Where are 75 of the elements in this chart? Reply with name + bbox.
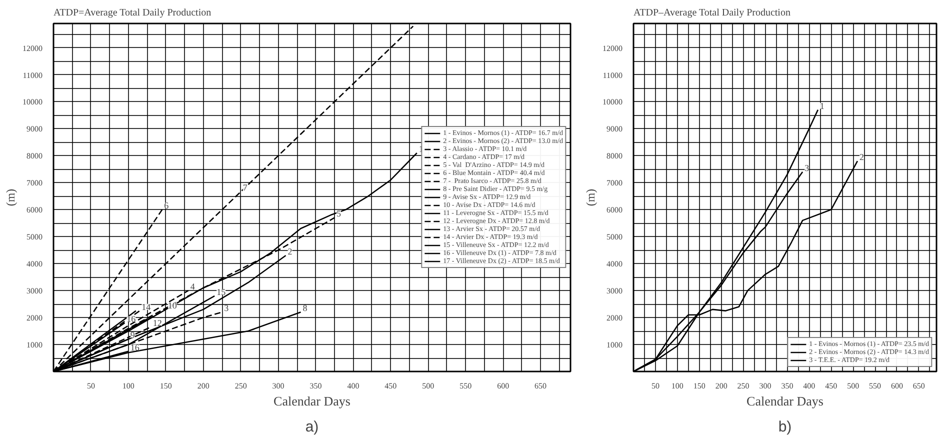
x-tick-label: 550 [869, 382, 882, 390]
y-tick-label: 7000 [606, 178, 622, 188]
x-axis-title: Calendar Days [274, 394, 350, 408]
x-tick-label: 250 [234, 382, 247, 390]
y-tick-label: 8000 [606, 152, 622, 161]
x-tick-label: 100 [122, 382, 134, 390]
x-tick-label: 250 [737, 382, 750, 390]
x-tick-label: 300 [272, 382, 284, 390]
x-tick-label: 350 [781, 382, 794, 390]
x-tick-label: 50 [86, 382, 95, 390]
y-tick-label: 5000 [26, 232, 42, 242]
text: a) [305, 418, 319, 436]
annotation: 2 [288, 246, 292, 256]
x-tick-label: 200 [197, 382, 210, 390]
y-tick-label: 12000 [602, 44, 622, 53]
y-tick-label: 10000 [602, 98, 622, 107]
chart-title: ATDP–Average Total Daily Production [634, 8, 790, 18]
y-tick-label: 4000 [26, 260, 42, 269]
annotation: 6 [164, 200, 170, 211]
y-tick-label: 3000 [606, 286, 622, 296]
y-axis-title: (m) [584, 188, 598, 206]
y-tick-label: 12000 [22, 44, 42, 53]
x-tick-label: 650 [534, 382, 547, 390]
y-tick-label: 1000 [26, 340, 42, 350]
x-axis-title: Calendar Days [746, 394, 824, 408]
annotation: 15 [216, 286, 226, 297]
annotation: 16 [130, 342, 140, 352]
y-tick-label: 8000 [26, 152, 42, 161]
y-tick-label: 4000 [606, 260, 622, 269]
annotation: 2 [859, 152, 864, 162]
x-tick-label: 550 [460, 382, 472, 390]
y-tick-label: 2000 [606, 314, 622, 323]
annotation: 3 [804, 162, 810, 173]
y-tick-label: 11000 [602, 70, 622, 80]
y-tick-label: 9000 [606, 124, 622, 134]
x-tick-label: 100 [671, 382, 684, 390]
y-tick-label: 9000 [26, 124, 42, 134]
y-tick-label: 1000 [606, 340, 622, 350]
y-tick-label: 6000 [26, 206, 42, 215]
x-tick-label: 500 [422, 382, 434, 390]
x-tick-label: 500 [847, 382, 860, 390]
x-tick-label: 600 [890, 382, 903, 390]
y-tick-label: 3000 [26, 286, 42, 296]
y-tick-label: 7000 [26, 178, 42, 188]
annotation: 4 [190, 282, 196, 292]
x-tick-label: 450 [825, 382, 838, 390]
x-tick-label: 150 [693, 382, 706, 390]
x-tick-label: 650 [912, 382, 925, 390]
x-tick-label: 200 [715, 382, 728, 390]
x-tick-label: 400 [803, 382, 816, 390]
annotation: 10 [168, 300, 178, 310]
x-tick-label: 450 [384, 382, 397, 390]
x-tick-label: 300 [759, 382, 772, 390]
x-tick-label: 150 [160, 382, 172, 390]
y-axis-title: (m) [4, 188, 18, 206]
annotation: 7 [242, 182, 248, 193]
annotation: 3 [224, 303, 230, 314]
y-tick-label: 5000 [606, 232, 622, 242]
chart-title: ATDP=Average Total Daily Production [54, 8, 212, 18]
y-tick-label: 6000 [606, 206, 622, 215]
x-tick-label: 50 [651, 382, 660, 390]
y-tick-label: 2000 [26, 314, 42, 323]
x-tick-label: 600 [497, 382, 510, 390]
annotation: 16 [126, 314, 136, 324]
text: b) [778, 418, 792, 436]
annotation: 1 [820, 100, 824, 111]
annotation: 12 [152, 318, 162, 328]
annotation: 5 [336, 208, 342, 219]
x-tick-label: 400 [347, 382, 360, 390]
y-tick-label: 10000 [22, 98, 42, 107]
annotation: 8 [302, 303, 308, 314]
annotation: 9 [130, 330, 136, 340]
x-tick-label: 350 [310, 382, 322, 390]
y-tick-label: 11000 [22, 70, 42, 80]
annotation: 14 [142, 302, 152, 312]
